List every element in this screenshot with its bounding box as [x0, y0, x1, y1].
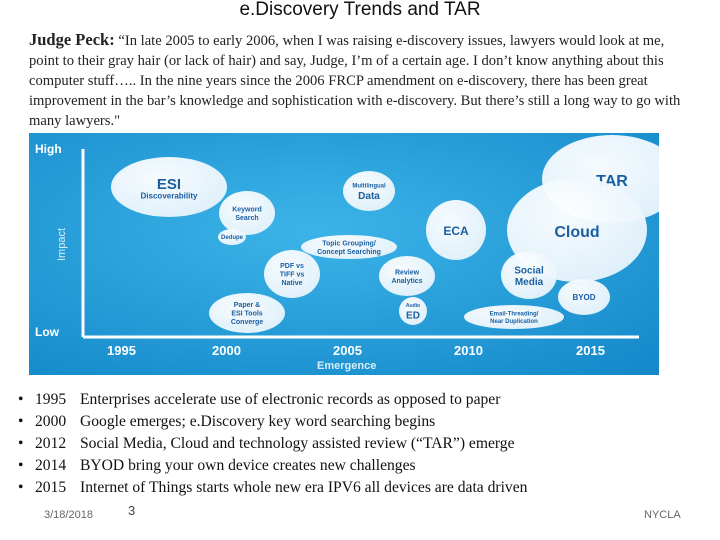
list-item: • 2015 Internet of Things starts whole new… [18, 477, 527, 499]
bubble-label: ECA [443, 224, 469, 238]
bubble-label: Topic Grouping/ [322, 240, 376, 247]
list-item: • 1995 Enterprises accelerate use of elect… [18, 389, 527, 411]
bullet-year: 2014 [35, 457, 67, 474]
bubble-label: Cloud [554, 224, 599, 241]
quote-text: “In late 2005 to early 2006, when I was … [29, 33, 681, 129]
list-item: • 2012 Social Media, Cloud and technology … [18, 433, 527, 455]
bubble-label: TIFF vs [280, 272, 305, 279]
x-axis-title: Emergence [317, 360, 376, 372]
bubble [219, 191, 275, 235]
quote-speaker: Judge Peck: [29, 30, 115, 49]
slide-title: e.Discovery Trends and TAR [239, 0, 481, 20]
x-tick-label: 1995 [107, 343, 136, 358]
x-tick-label: 2000 [212, 343, 241, 358]
bullet-icon: • [18, 413, 24, 430]
bubble [343, 171, 395, 211]
y-high-label: High [35, 142, 62, 156]
bubble [399, 297, 427, 325]
bubble [426, 200, 486, 260]
bullet-text: Internet of Things starts whole new era … [80, 479, 528, 496]
footer-date: 3/18/2018 [44, 509, 93, 521]
bubble-label: Search [235, 215, 258, 222]
list-item: • 2000 Google emerges; e.Discovery key wor… [18, 411, 527, 433]
bubble-label: Dedupe [221, 235, 244, 241]
bubble [111, 157, 227, 217]
list-item: • 2014 BYOD bring your own device creates … [18, 455, 527, 477]
bullet-text: Social Media, Cloud and technology assis… [80, 435, 515, 452]
bubble-label: ED [406, 310, 420, 321]
bullet-year: 2012 [35, 435, 67, 452]
bullet-year: 2000 [35, 413, 67, 430]
judge-quote: Judge Peck: “In late 2005 to early 2006,… [29, 30, 694, 131]
bubble-label: Multilingual [352, 183, 386, 189]
bubble-label: Review [395, 269, 420, 276]
bubble-label: PDF vs [280, 263, 304, 270]
bullet-text: Enterprises accelerate use of electronic… [80, 391, 501, 408]
bubble [218, 229, 246, 245]
bubble [379, 256, 435, 296]
bubble [464, 305, 564, 329]
bubble-label: Email-Threading/ [490, 311, 539, 317]
trend-chart: High Low Impact Emergence 1995 2000 2005 20… [29, 133, 682, 375]
bubble-label: Audio [406, 303, 420, 309]
bubble-label: Discoverability [141, 191, 198, 200]
x-tick-label: 2010 [454, 343, 483, 358]
footer-org: NYCLA [644, 509, 681, 521]
y-low-label: Low [35, 325, 60, 339]
bullet-text: Google emerges; e.Discovery key word sea… [80, 413, 436, 430]
bubble-label: Concept Searching [317, 249, 381, 256]
bubble-label: Social [514, 265, 544, 276]
bubble-label: Keyword [232, 206, 262, 213]
bullet-year: 1995 [35, 391, 67, 408]
bullet-icon: • [18, 435, 24, 452]
bubble-label: ESI [157, 176, 181, 193]
bubble [264, 250, 320, 298]
bubble-label: Paper & [234, 302, 260, 309]
bubble-label: Converge [231, 319, 263, 326]
x-tick-labels: 1995 2000 2005 2010 2015 [107, 343, 605, 358]
bubble-label: BYOD [572, 293, 595, 302]
bullet-icon: • [18, 457, 24, 474]
trend-chart-svg: High Low Impact Emergence 1995 2000 2005 20… [29, 133, 682, 375]
y-axis-title: Impact [56, 228, 68, 261]
bullet-icon: • [18, 479, 24, 496]
bubble-label: Media [515, 277, 544, 288]
x-tick-label: 2015 [576, 343, 605, 358]
bubble [209, 293, 285, 333]
bullet-text: BYOD bring your own device creates new c… [80, 457, 416, 474]
bubble-label: Native [281, 280, 302, 287]
page-number: 3 [128, 503, 136, 518]
bubble-label: Data [358, 191, 380, 202]
bubble-label: Near Duplication [490, 319, 538, 325]
bullet-year: 2015 [35, 479, 67, 496]
bubble [558, 279, 610, 315]
x-tick-label: 2005 [333, 343, 362, 358]
timeline-list: • 1995 Enterprises accelerate use of elect… [18, 389, 527, 499]
bullet-icon: • [18, 391, 24, 408]
bubble-label: Analytics [391, 278, 422, 285]
bubble-label: ESI Tools [231, 311, 262, 318]
bubble [301, 235, 397, 259]
bubble [501, 251, 557, 299]
